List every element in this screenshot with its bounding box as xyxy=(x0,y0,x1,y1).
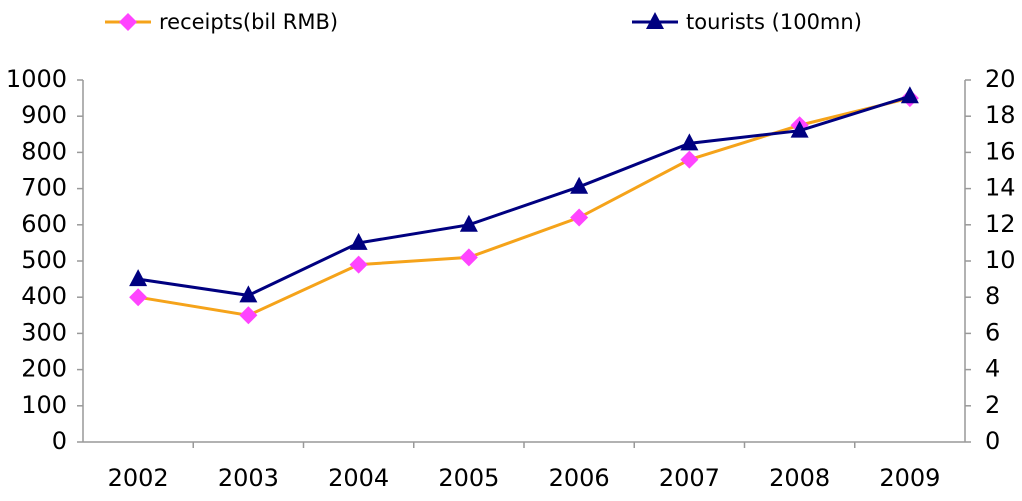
x-tick-label: 2003 xyxy=(218,464,279,492)
point xyxy=(570,208,589,227)
x-tick-label: 2004 xyxy=(328,464,389,492)
y-tick-label: 900 xyxy=(21,101,67,129)
y-tick-label: 700 xyxy=(21,174,67,202)
y2-tick-label: 20 xyxy=(985,65,1016,93)
y-tick-label: 100 xyxy=(21,391,67,419)
series-line xyxy=(137,94,911,297)
y-tick-label: 600 xyxy=(21,210,67,238)
y-tick-label: 400 xyxy=(21,282,67,310)
point xyxy=(680,150,699,169)
point xyxy=(129,269,148,287)
x-tick-label: 2007 xyxy=(659,464,720,492)
point xyxy=(239,306,258,325)
point xyxy=(459,214,478,232)
legend-marker xyxy=(646,12,664,29)
x-tick-label: 2005 xyxy=(438,464,499,492)
series-line xyxy=(137,96,911,317)
y2-tick-label: 14 xyxy=(985,174,1016,202)
point xyxy=(570,176,589,194)
y-tick-label: 500 xyxy=(21,246,67,274)
point xyxy=(349,255,368,274)
y2-tick-label: 6 xyxy=(985,318,1000,346)
y2-tick-label: 4 xyxy=(985,355,1000,383)
y-tick-label: 1000 xyxy=(6,65,67,93)
point xyxy=(680,133,699,151)
y2-tick-label: 12 xyxy=(985,210,1016,238)
legend-label: receipts(bil RMB) xyxy=(159,10,338,34)
point xyxy=(239,285,258,303)
y-tick-label: 800 xyxy=(21,137,67,165)
y-tick-label: 300 xyxy=(21,318,67,346)
legend-marker xyxy=(119,13,137,31)
y-tick-label: 0 xyxy=(52,427,67,455)
point xyxy=(900,86,919,104)
legend-label: tourists (100mn) xyxy=(686,10,862,34)
y2-tick-label: 10 xyxy=(985,246,1016,274)
point xyxy=(790,120,809,138)
point xyxy=(349,232,368,250)
point xyxy=(459,248,478,267)
x-tick-label: 2002 xyxy=(108,464,169,492)
y-tick-label: 200 xyxy=(21,355,67,383)
y2-tick-label: 18 xyxy=(985,101,1016,129)
x-tick-label: 2008 xyxy=(769,464,830,492)
y2-tick-label: 16 xyxy=(985,137,1016,165)
x-tick-label: 2009 xyxy=(879,464,940,492)
y2-tick-label: 8 xyxy=(985,282,1000,310)
y2-tick-label: 2 xyxy=(985,391,1000,419)
y2-tick-label: 0 xyxy=(985,427,1000,455)
point xyxy=(129,288,148,307)
x-tick-label: 2006 xyxy=(549,464,610,492)
